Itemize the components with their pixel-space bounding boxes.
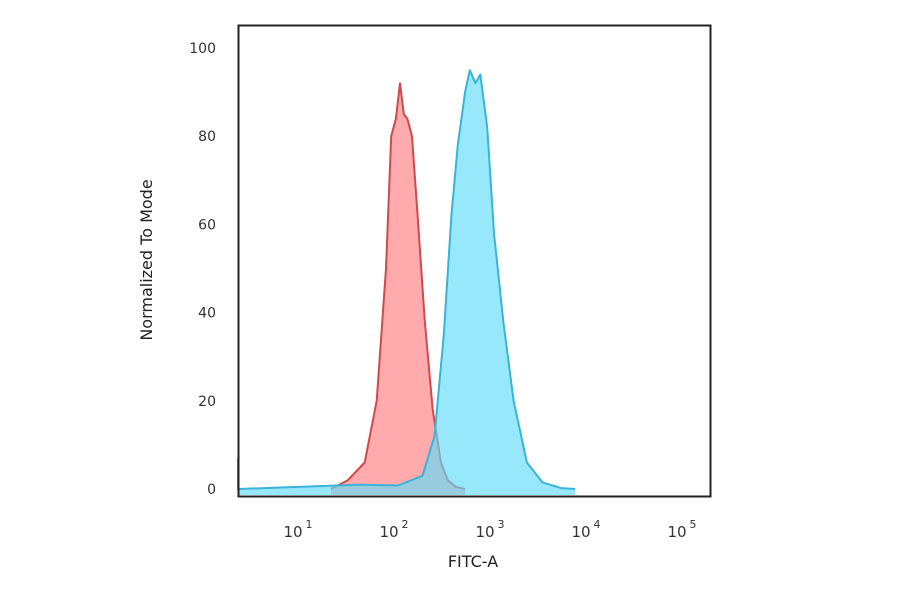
x-axis-label: FITC-A — [448, 552, 498, 571]
series-area-0 — [330, 83, 466, 496]
plot-area — [237, 69, 576, 496]
y-tick-label: 0 — [207, 482, 216, 498]
x-tick-label: 10 5 — [667, 518, 696, 541]
series-line-1 — [237, 69, 576, 490]
x-axis-ticks: 10 1 10 2 10 3 10 4 10 5 — [283, 518, 696, 541]
plot-frame — [237, 24, 712, 498]
x-tick-label: 10 4 — [571, 518, 600, 541]
y-axis-ticks: 0 20 40 60 80 100 — [189, 41, 216, 498]
y-axis-label: Normalized To Mode — [137, 179, 156, 340]
y-tick-label: 40 — [198, 306, 216, 322]
series-area-1 — [238, 70, 576, 495]
y-tick-label: 20 — [198, 394, 216, 410]
y-tick-label: 80 — [198, 129, 216, 145]
y-tick-label: 60 — [198, 217, 216, 233]
x-tick-label: 10 2 — [379, 518, 408, 541]
x-tick-label: 10 1 — [283, 518, 312, 541]
x-tick-label: 10 3 — [475, 518, 504, 541]
y-tick-label: 100 — [189, 41, 216, 57]
